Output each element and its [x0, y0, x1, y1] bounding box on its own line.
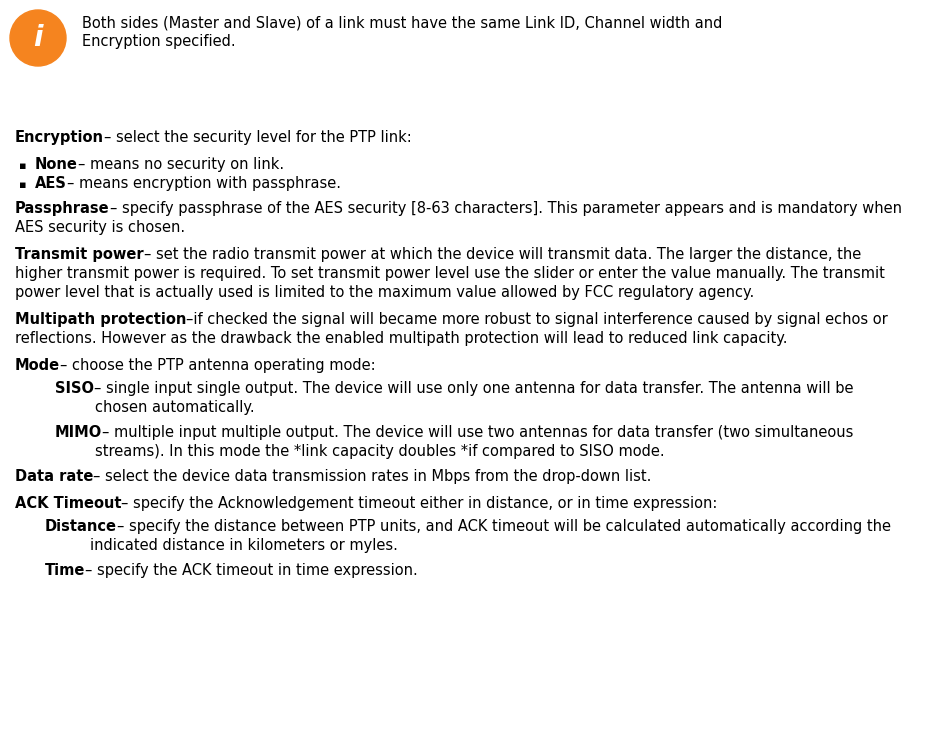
Text: Data rate: Data rate	[15, 469, 94, 484]
Text: –if checked the signal will became more robust to signal interference caused by : –if checked the signal will became more …	[187, 312, 888, 327]
Text: Encryption specified.: Encryption specified.	[82, 34, 235, 49]
Text: AES security is chosen.: AES security is chosen.	[15, 220, 185, 235]
Text: SISO: SISO	[55, 381, 94, 396]
Text: Passphrase: Passphrase	[15, 201, 110, 216]
Text: – specify the Acknowledgement timeout either in distance, or in time expression:: – specify the Acknowledgement timeout ei…	[122, 496, 718, 511]
Text: Encryption: Encryption	[15, 130, 104, 145]
Text: Multipath protection: Multipath protection	[15, 312, 187, 327]
Text: – choose the PTP antenna operating mode:: – choose the PTP antenna operating mode:	[60, 358, 376, 373]
Text: MIMO: MIMO	[55, 425, 102, 440]
Text: Transmit power: Transmit power	[15, 247, 144, 262]
Text: ▪: ▪	[19, 161, 26, 171]
Text: Both sides (Master and Slave) of a link must have the same Link ID, Channel widt: Both sides (Master and Slave) of a link …	[82, 15, 722, 30]
Text: i: i	[33, 24, 43, 52]
Text: – set the radio transmit power at which the device will transmit data. The large: – set the radio transmit power at which …	[144, 247, 861, 262]
Text: None: None	[35, 157, 78, 172]
Text: – select the security level for the PTP link:: – select the security level for the PTP …	[104, 130, 412, 145]
Text: power level that is actually used is limited to the maximum value allowed by FCC: power level that is actually used is lim…	[15, 285, 754, 300]
Text: chosen automatically.: chosen automatically.	[95, 400, 254, 415]
Text: – multiple input multiple output. The device will use two antennas for data tran: – multiple input multiple output. The de…	[102, 425, 854, 440]
Circle shape	[10, 10, 66, 66]
Text: – specify the ACK timeout in time expression.: – specify the ACK timeout in time expres…	[85, 563, 418, 578]
Text: – means no security on link.: – means no security on link.	[78, 157, 284, 172]
Text: – specify the distance between PTP units, and ACK timeout will be calculated aut: – specify the distance between PTP units…	[117, 519, 891, 534]
Text: – specify passphrase of the AES security [8-63 characters]. This parameter appea: – specify passphrase of the AES security…	[110, 201, 901, 216]
Text: – single input single output. The device will use only one antenna for data tran: – single input single output. The device…	[94, 381, 854, 396]
Text: higher transmit power is required. To set transmit power level use the slider or: higher transmit power is required. To se…	[15, 266, 885, 281]
Text: indicated distance in kilometers or myles.: indicated distance in kilometers or myle…	[90, 538, 398, 553]
Text: ▪: ▪	[19, 180, 26, 190]
Text: AES: AES	[35, 176, 67, 191]
Text: ACK Timeout: ACK Timeout	[15, 496, 122, 511]
Text: – means encryption with passphrase.: – means encryption with passphrase.	[67, 176, 340, 191]
Text: streams). In this mode the *link capacity doubles *if compared to SISO mode.: streams). In this mode the *link capacit…	[95, 444, 665, 459]
Text: Mode: Mode	[15, 358, 60, 373]
Text: – select the device data transmission rates in Mbps from the drop-down list.: – select the device data transmission ra…	[94, 469, 652, 484]
Text: Time: Time	[45, 563, 85, 578]
Text: reflections. However as the drawback the enabled multipath protection will lead : reflections. However as the drawback the…	[15, 331, 788, 346]
Text: Distance: Distance	[45, 519, 117, 534]
